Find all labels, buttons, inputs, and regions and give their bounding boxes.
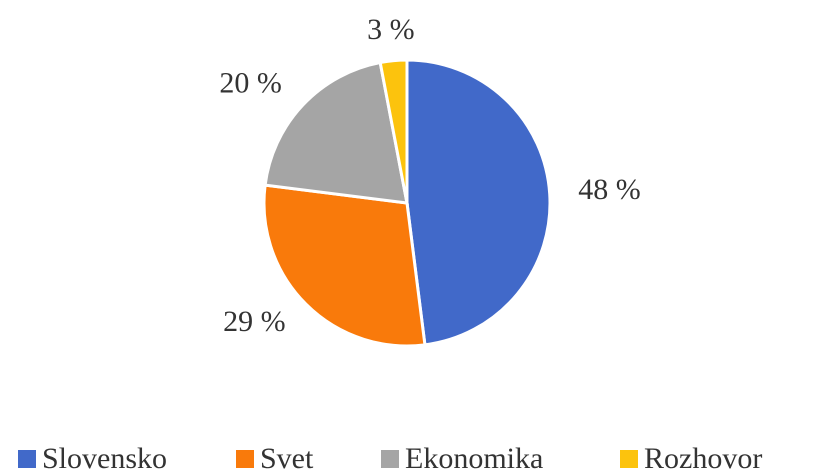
legend-swatch [381,450,399,468]
data-label: 48 % [578,173,641,206]
legend-label: Svet [260,442,314,474]
legend-label: Ekonomika [405,442,543,474]
pie-slice [263,60,409,205]
legend-label: Slovensko [42,442,167,474]
pie-slice [262,183,427,348]
pie-slice [378,58,409,204]
legend-swatch [236,450,254,468]
legend-swatch [620,450,638,468]
data-label: 29 % [223,305,286,338]
legend-label: Rozhovor [644,442,762,474]
data-label: 3 % [367,13,415,46]
data-label: 20 % [219,66,282,99]
legend-swatch [18,450,36,468]
pie-slice [405,58,552,347]
